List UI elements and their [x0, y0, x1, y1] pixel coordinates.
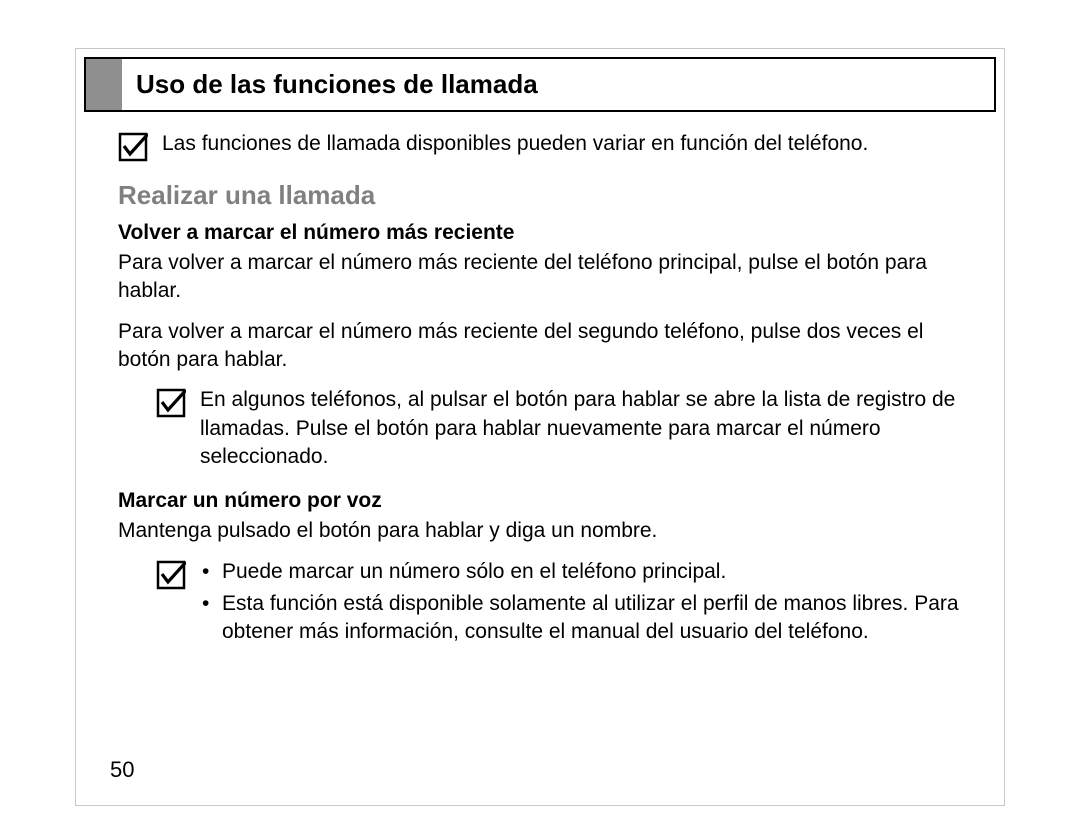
content-area: Las funciones de llamada disponibles pue…: [76, 112, 1004, 651]
note-block-redial: En algunos teléfonos, al pulsar el botón…: [156, 386, 966, 471]
voice-heading: Marcar un número por voz: [118, 489, 966, 513]
voice-para: Mantenga pulsado el botón para hablar y …: [118, 517, 966, 545]
check-icon: [156, 560, 186, 590]
check-icon: [156, 388, 186, 418]
title-bar: Uso de las funciones de llamada: [84, 57, 996, 112]
note-text-voice: Puede marcar un número sólo en el teléfo…: [200, 558, 966, 651]
note-block-top: Las funciones de llamada disponibles pue…: [118, 130, 966, 162]
section-title: Realizar una llamada: [118, 180, 966, 211]
redial-para2: Para volver a marcar el número más recie…: [118, 318, 966, 375]
note-text-top: Las funciones de llamada disponibles pue…: [162, 130, 868, 158]
list-item: Esta función está disponible solamente a…: [200, 590, 966, 647]
note-text-redial: En algunos teléfonos, al pulsar el botón…: [200, 386, 966, 471]
title-bar-tab: [86, 59, 122, 110]
redial-heading: Volver a marcar el número más reciente: [118, 221, 966, 245]
page-number: 50: [110, 757, 134, 783]
note-block-voice: Puede marcar un número sólo en el teléfo…: [156, 558, 966, 651]
voice-bullet-list: Puede marcar un número sólo en el teléfo…: [200, 558, 966, 647]
page-frame: Uso de las funciones de llamada Las func…: [75, 48, 1005, 806]
check-icon: [118, 132, 148, 162]
redial-para1: Para volver a marcar el número más recie…: [118, 249, 966, 306]
page-title: Uso de las funciones de llamada: [122, 59, 994, 110]
list-item: Puede marcar un número sólo en el teléfo…: [200, 558, 966, 586]
